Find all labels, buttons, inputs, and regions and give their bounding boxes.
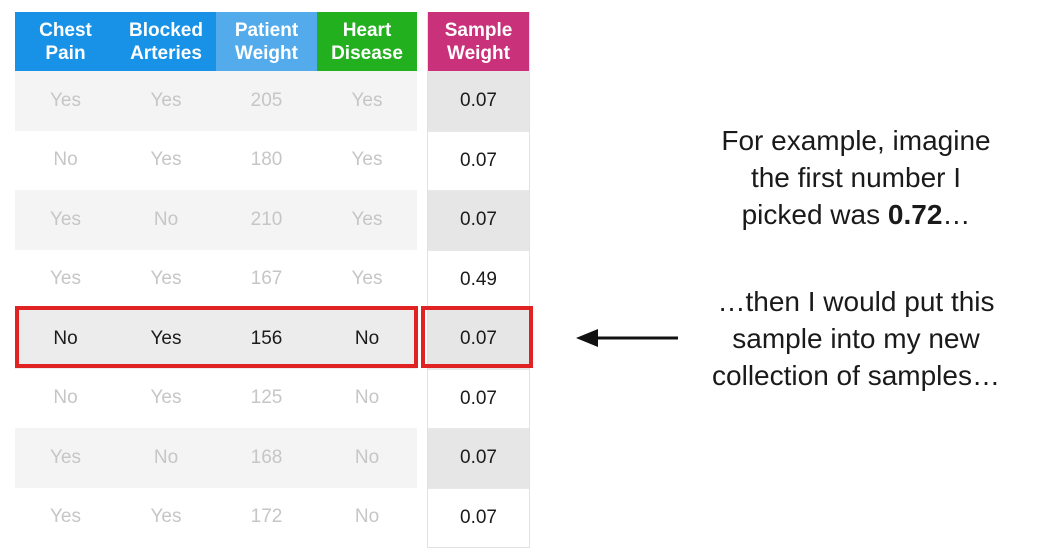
table-cell: 125	[250, 387, 283, 409]
sample-weight-cell: 0.07	[428, 368, 529, 429]
table-cell: 172	[250, 506, 283, 528]
table-cell: No	[317, 428, 417, 488]
table-cell: No	[116, 190, 216, 250]
sample-weight-cell: 0.07	[428, 130, 529, 191]
data-table: Chest Pain Blocked Arteries Patient Weight …	[15, 12, 417, 547]
header-sample-weight: Sample Weight	[428, 12, 529, 71]
table-cell: No	[116, 428, 216, 488]
weight-highlight-box	[421, 306, 533, 368]
sample-weight-cell: 0.07	[428, 487, 529, 548]
table-cell: Yes	[15, 428, 116, 488]
table-cell: Yes	[150, 387, 182, 409]
highlighted-cell: Yes	[116, 309, 216, 369]
header-chest-pain: Chest Pain	[15, 12, 116, 71]
sample-weight-cell: 0.49	[428, 249, 529, 310]
note-top: For example, imagine the first number I …	[721, 125, 991, 230]
sample-weight-cell: 0.07	[428, 71, 529, 131]
table-cell: 205	[216, 71, 317, 131]
arrow-left-icon	[576, 329, 678, 347]
table-cell: No	[53, 149, 78, 171]
table-cell: Yes	[15, 190, 116, 250]
highlighted-cell: No	[15, 309, 116, 369]
table-cell: Yes	[150, 149, 182, 171]
table-cell: No	[354, 506, 380, 528]
row-highlight-box	[15, 306, 418, 368]
table-cell: No	[354, 387, 380, 409]
table-cell: 168	[216, 428, 317, 488]
table-cell: Yes	[150, 506, 182, 528]
header-heart-disease: Heart Disease	[317, 12, 417, 71]
table-cell: Yes	[116, 71, 216, 131]
table-cell: Yes	[351, 149, 383, 171]
table-cell: Yes	[50, 506, 81, 528]
table-cell: Yes	[50, 268, 81, 290]
table-cell: 167	[250, 268, 283, 290]
sample-weight-column: Sample Weight 0.07 0.07 0.07 0.49 0.07 0.…	[427, 12, 530, 548]
sample-weight-cell: 0.07	[428, 190, 529, 250]
sample-weight-cell: 0.07	[428, 428, 529, 488]
highlighted-cell: 156	[216, 309, 317, 369]
header-blocked-arteries: Blocked Arteries	[116, 12, 216, 71]
table-cell: Yes	[351, 268, 383, 290]
table-cell: Yes	[150, 268, 182, 290]
table-cell: Yes	[15, 71, 116, 131]
highlighted-cell: No	[317, 309, 417, 369]
table-cell: No	[53, 387, 78, 409]
header-patient-weight: Patient Weight	[216, 12, 317, 71]
table-cell: Yes	[317, 190, 417, 250]
note-bottom: …then I would put this sample into my ne…	[712, 286, 1000, 391]
table-cell: 180	[250, 149, 283, 171]
table-cell: Yes	[317, 71, 417, 131]
table-cell: 210	[216, 190, 317, 250]
